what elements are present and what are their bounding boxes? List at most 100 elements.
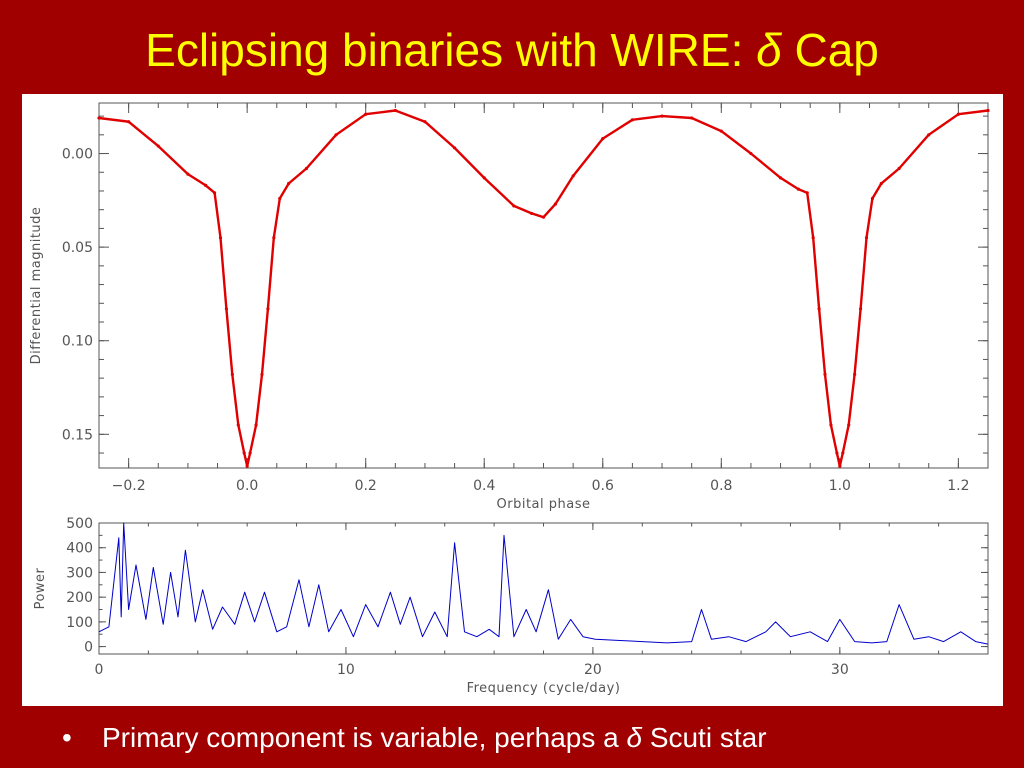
y-tick-label: 300 bbox=[66, 565, 93, 581]
data-point bbox=[364, 112, 368, 116]
data-point bbox=[423, 120, 427, 124]
chart-svg: −0.2 0.0 0.2 0.4 0.6 0.8 1.0 1.2 0.00 0.05 0.10 0.1… bbox=[29, 102, 990, 696]
x-tick-label: 30 bbox=[831, 662, 849, 678]
data-point bbox=[266, 307, 270, 311]
x-tick-label: −0.2 bbox=[112, 478, 146, 494]
chart-panel: −0.2 0.0 0.2 0.4 0.6 0.8 1.0 1.2 0.00 0.05 0.10 0.1… bbox=[22, 94, 1003, 706]
y-tick-label: 100 bbox=[66, 615, 93, 631]
bullet-text: Primary component is variable, perhaps a bbox=[102, 722, 619, 753]
data-point bbox=[956, 112, 960, 116]
data-point bbox=[242, 451, 246, 455]
data-point bbox=[278, 196, 282, 201]
y-tick-label: 200 bbox=[66, 590, 93, 606]
x-tick-label: 0 bbox=[95, 662, 104, 678]
data-point bbox=[719, 129, 723, 133]
data-point bbox=[841, 451, 845, 455]
data-point bbox=[829, 423, 833, 427]
data-point bbox=[186, 172, 190, 176]
data-point bbox=[272, 236, 276, 240]
data-point bbox=[838, 464, 842, 468]
data-point bbox=[204, 183, 208, 187]
light-curve-series bbox=[97, 108, 990, 468]
light-curve-xlabel: Orbital phase bbox=[497, 497, 591, 512]
light-curve-ylabel: Differential magnitude bbox=[29, 207, 44, 365]
data-point bbox=[260, 372, 264, 377]
data-point bbox=[690, 116, 694, 120]
y-tick-label: 500 bbox=[66, 516, 93, 532]
data-point bbox=[224, 307, 229, 311]
data-point bbox=[986, 108, 990, 113]
data-point bbox=[823, 372, 827, 377]
data-point bbox=[245, 464, 249, 468]
data-point bbox=[749, 151, 753, 156]
periodogram-frame bbox=[98, 522, 989, 655]
data-point bbox=[847, 423, 851, 427]
data-point bbox=[660, 114, 664, 118]
data-point bbox=[482, 176, 486, 180]
data-point bbox=[927, 133, 931, 137]
data-point bbox=[553, 202, 557, 206]
x-tick-label: 0.2 bbox=[355, 478, 377, 494]
y-tick-label: 0 bbox=[84, 640, 93, 656]
x-tick-label: 0.0 bbox=[236, 478, 258, 494]
data-point bbox=[601, 136, 605, 141]
slide-title-star: Cap bbox=[794, 24, 879, 76]
data-point bbox=[212, 191, 217, 195]
data-point bbox=[304, 166, 309, 171]
data-point bbox=[248, 451, 252, 455]
x-tick-label: 10 bbox=[337, 662, 355, 678]
periodogram-series bbox=[98, 522, 989, 645]
data-point bbox=[156, 144, 160, 148]
slide-title: Eclipsing binaries with WIRE: δ Cap bbox=[0, 22, 1024, 78]
bullet-symbol: δ bbox=[626, 722, 643, 753]
bullet-marker: • bbox=[62, 722, 72, 753]
light-curve-chart: −0.2 0.0 0.2 0.4 0.6 0.8 1.0 1.2 0.00 0.05 0.10 0.1… bbox=[29, 102, 990, 512]
periodogram-xlabel: Frequency (cycle/day) bbox=[467, 681, 621, 696]
data-point bbox=[541, 215, 546, 219]
y-tick-label: 400 bbox=[66, 541, 93, 557]
bullet-item: • Primary component is variable, perhaps … bbox=[62, 720, 767, 756]
data-point bbox=[230, 372, 234, 377]
bullet-text-tail: Scuti star bbox=[649, 722, 767, 753]
data-point bbox=[858, 307, 863, 311]
data-point bbox=[879, 181, 883, 186]
data-point bbox=[811, 236, 815, 240]
data-point bbox=[864, 236, 869, 240]
light-curve-line bbox=[98, 109, 989, 468]
x-tick-label: 0.4 bbox=[473, 478, 495, 494]
light-curve-frame bbox=[98, 102, 989, 469]
data-point bbox=[796, 187, 800, 191]
data-point bbox=[97, 116, 101, 120]
data-point bbox=[236, 423, 240, 427]
x-tick-label: 0.6 bbox=[592, 478, 614, 494]
data-point bbox=[530, 211, 534, 216]
periodogram-ylabel: Power bbox=[33, 567, 48, 609]
x-tick-label: 1.0 bbox=[829, 478, 851, 494]
slide-title-symbol: δ bbox=[756, 24, 782, 76]
data-point bbox=[630, 118, 635, 122]
x-tick-label: 0.8 bbox=[710, 478, 732, 494]
data-point bbox=[870, 196, 875, 201]
data-point bbox=[571, 174, 575, 178]
data-point bbox=[393, 108, 397, 113]
y-tick-label: 0.10 bbox=[62, 334, 93, 350]
periodogram-line bbox=[98, 522, 989, 645]
data-point bbox=[254, 423, 258, 427]
data-point bbox=[897, 166, 901, 171]
data-point bbox=[778, 176, 783, 180]
y-tick-label: 0.15 bbox=[62, 427, 93, 443]
data-point bbox=[512, 204, 516, 208]
data-point bbox=[218, 236, 223, 240]
x-tick-label: 1.2 bbox=[947, 478, 969, 494]
data-point bbox=[287, 181, 291, 186]
y-tick-label: 0.05 bbox=[62, 240, 93, 256]
data-point bbox=[127, 120, 131, 124]
data-point bbox=[853, 372, 857, 377]
data-point bbox=[835, 451, 839, 455]
data-point bbox=[805, 191, 809, 195]
light-curve-ticks: −0.2 0.0 0.2 0.4 0.6 0.8 1.0 1.2 0.00 0.05 0.10 0.1… bbox=[62, 103, 989, 494]
y-tick-label: 0.00 bbox=[62, 147, 93, 163]
data-point bbox=[817, 307, 821, 311]
